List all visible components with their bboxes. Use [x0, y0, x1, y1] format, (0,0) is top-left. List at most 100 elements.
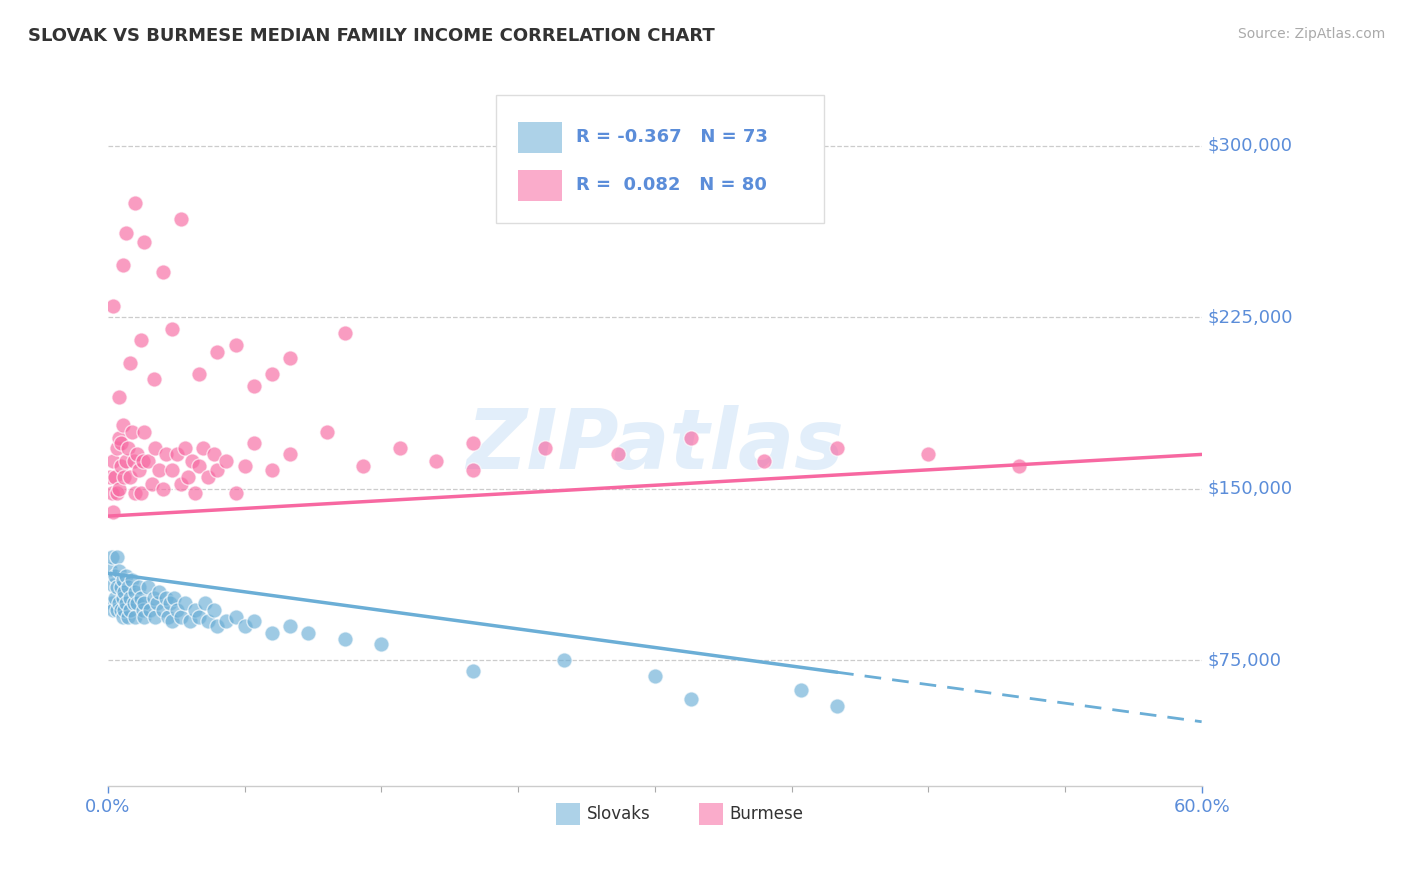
Point [142, 591, 165, 606]
Point [179, 614, 201, 628]
Point [122, 454, 145, 468]
Point [112, 470, 135, 484]
Text: SLOVAK VS BURMESE MEDIAN FAMILY INCOME CORRELATION CHART: SLOVAK VS BURMESE MEDIAN FAMILY INCOME C… [28, 27, 714, 45]
Point [104, 470, 127, 484]
Point [194, 596, 217, 610]
Point [105, 441, 128, 455]
Text: R =  0.082   N = 80: R = 0.082 N = 80 [576, 177, 766, 194]
Point [111, 591, 134, 606]
Point [197, 614, 219, 628]
Point [105, 580, 128, 594]
Point [121, 425, 143, 439]
Point [129, 333, 152, 347]
Point [104, 568, 127, 582]
Point [170, 477, 193, 491]
Point [297, 625, 319, 640]
Point [128, 580, 150, 594]
Point [152, 265, 174, 279]
Point [110, 580, 132, 594]
Point [188, 458, 211, 473]
Point [233, 458, 256, 473]
Point [681, 432, 703, 446]
Point [103, 299, 125, 313]
Point [121, 573, 143, 587]
Text: $225,000: $225,000 [1208, 309, 1292, 326]
Point [155, 591, 177, 606]
Point [110, 458, 132, 473]
Point [188, 609, 211, 624]
Point [118, 591, 141, 606]
Point [461, 463, 484, 477]
Text: ZIPatlas: ZIPatlas [465, 405, 844, 486]
Point [159, 596, 181, 610]
Point [191, 441, 214, 455]
Point [108, 482, 131, 496]
Point [100, 486, 122, 500]
Point [131, 454, 153, 468]
Point [260, 463, 283, 477]
Point [207, 463, 229, 477]
Text: R = -0.367   N = 73: R = -0.367 N = 73 [576, 128, 768, 146]
Point [108, 596, 131, 610]
Text: $150,000: $150,000 [1208, 480, 1292, 498]
Point [160, 614, 183, 628]
Point [100, 550, 122, 565]
Y-axis label: Median Family Income: Median Family Income [0, 339, 8, 524]
Point [117, 580, 139, 594]
Point [124, 584, 146, 599]
Point [124, 609, 146, 624]
Point [136, 580, 159, 594]
Point [534, 441, 557, 455]
Point [145, 609, 167, 624]
Point [225, 609, 247, 624]
Point [108, 564, 131, 578]
Point [233, 619, 256, 633]
Point [260, 625, 283, 640]
Point [388, 441, 411, 455]
Point [152, 482, 174, 496]
Point [207, 619, 229, 633]
FancyBboxPatch shape [496, 95, 824, 223]
Point [131, 603, 153, 617]
Point [104, 591, 127, 606]
Point [315, 425, 337, 439]
Point [155, 447, 177, 461]
Point [111, 417, 134, 432]
Point [184, 603, 207, 617]
Point [134, 425, 156, 439]
Point [1008, 458, 1031, 473]
Text: Slovaks: Slovaks [586, 805, 651, 823]
Point [825, 441, 848, 455]
Point [553, 653, 575, 667]
Point [129, 486, 152, 500]
Point [207, 344, 229, 359]
Point [139, 603, 162, 617]
Point [173, 596, 195, 610]
Point [160, 322, 183, 336]
Text: $300,000: $300,000 [1208, 137, 1292, 155]
Point [243, 614, 266, 628]
Point [118, 603, 141, 617]
Point [134, 235, 156, 249]
Point [118, 356, 141, 370]
Point [108, 390, 131, 404]
Point [141, 477, 163, 491]
Point [425, 454, 447, 468]
Text: $75,000: $75,000 [1208, 651, 1281, 669]
Point [461, 436, 484, 450]
Point [333, 632, 356, 647]
Point [127, 596, 149, 610]
Point [103, 603, 125, 617]
Point [215, 614, 238, 628]
Point [117, 609, 139, 624]
FancyBboxPatch shape [699, 804, 723, 825]
Point [278, 351, 301, 366]
Point [105, 486, 128, 500]
Point [152, 603, 174, 617]
Point [173, 441, 195, 455]
Point [157, 609, 180, 624]
Point [112, 603, 135, 617]
Point [129, 591, 152, 606]
Point [105, 603, 128, 617]
Point [825, 698, 848, 713]
